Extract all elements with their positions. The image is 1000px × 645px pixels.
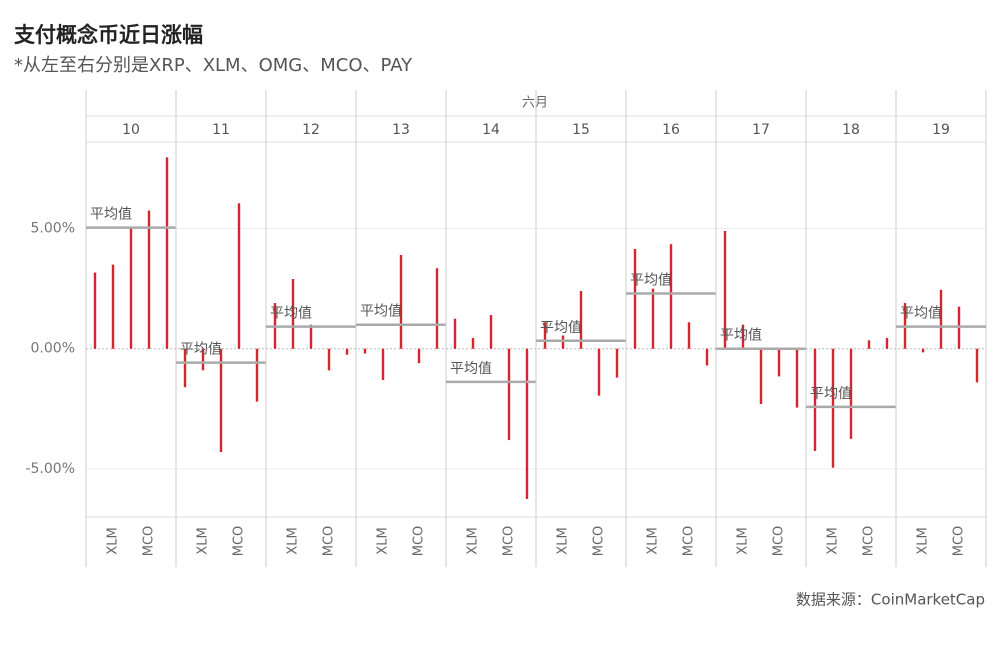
x-tick-label: MCO — [322, 526, 337, 557]
bar — [219, 348, 223, 453]
x-tick-label: XLM — [286, 527, 301, 554]
x-tick-label: MCO — [142, 526, 157, 557]
x-tick-label: MCO — [412, 526, 427, 557]
bar — [327, 348, 331, 371]
facet-group-label: 六月 — [522, 96, 548, 111]
bar — [687, 322, 691, 349]
bar — [705, 348, 709, 366]
x-tick-label: MCO — [772, 526, 787, 557]
chart-title: 支付概念币近日涨幅 — [14, 23, 203, 47]
facet-label: 12 — [302, 122, 320, 138]
bar — [237, 203, 241, 349]
x-tick-label: MCO — [682, 526, 697, 557]
bar — [417, 348, 421, 364]
bar — [399, 254, 403, 349]
bar — [777, 348, 781, 377]
bar — [345, 348, 349, 355]
x-tick-label: XLM — [376, 527, 391, 554]
bar — [669, 244, 673, 349]
bar — [309, 324, 313, 349]
x-tick-label: XLM — [196, 527, 211, 554]
facet-label: 18 — [842, 122, 860, 138]
facet-label: 15 — [572, 122, 590, 138]
bar — [615, 348, 619, 378]
x-tick-label: MCO — [862, 526, 877, 557]
bar — [831, 348, 835, 468]
y-tick-label: 0.00% — [31, 341, 75, 357]
bar — [759, 348, 763, 405]
x-tick-label: MCO — [232, 526, 247, 557]
bar — [291, 279, 295, 349]
x-tick-label: XLM — [646, 527, 661, 554]
bar — [363, 348, 367, 354]
bar — [939, 289, 943, 349]
y-tick-label: 5.00% — [31, 221, 75, 237]
bar — [723, 230, 727, 349]
x-tick-label: XLM — [736, 527, 751, 554]
bar — [579, 291, 583, 349]
average-label: 平均值 — [900, 306, 942, 322]
bar — [525, 348, 529, 499]
x-tick-label: XLM — [916, 527, 931, 554]
x-tick-label: XLM — [826, 527, 841, 554]
bar — [183, 348, 187, 388]
x-tick-label: MCO — [592, 526, 607, 557]
bar — [255, 348, 259, 402]
bar — [795, 348, 799, 408]
bar — [381, 348, 385, 380]
x-tick-label: XLM — [556, 527, 571, 554]
bar — [813, 348, 817, 451]
bar — [111, 264, 115, 349]
facet-label: 11 — [212, 122, 230, 138]
facet-label: 17 — [752, 122, 770, 138]
facet-label: 14 — [482, 122, 500, 138]
bar — [633, 248, 637, 349]
bar — [147, 210, 151, 349]
facet-label: 16 — [662, 122, 680, 138]
average-label: 平均值 — [810, 386, 852, 402]
y-tick-label: -5.00% — [25, 461, 75, 477]
bar — [543, 322, 547, 349]
x-tick-label: MCO — [952, 526, 967, 557]
x-tick-label: XLM — [466, 527, 481, 554]
bar — [741, 324, 745, 349]
average-label: 平均值 — [450, 361, 492, 377]
average-label: 平均值 — [540, 320, 582, 336]
source-note: 数据来源：CoinMarketCap — [796, 591, 985, 609]
bar — [129, 227, 133, 349]
bar — [471, 337, 475, 349]
bar — [165, 157, 169, 349]
bar — [651, 288, 655, 349]
bar — [849, 348, 853, 439]
bar — [201, 348, 205, 371]
average-label: 平均值 — [630, 272, 672, 288]
average-label: 平均值 — [90, 207, 132, 223]
average-label: 平均值 — [180, 342, 222, 358]
bar — [489, 315, 493, 349]
bar — [867, 340, 871, 349]
x-tick-label: XLM — [106, 527, 121, 554]
bar — [561, 335, 565, 349]
facet-label: 13 — [392, 122, 410, 138]
bar — [453, 318, 457, 349]
x-tick-label: MCO — [502, 526, 517, 557]
facet-label: 19 — [932, 122, 950, 138]
bar — [93, 272, 97, 349]
bar — [597, 348, 601, 396]
chart-subtitle: *从左至右分别是XRP、XLM、OMG、MCO、PAY — [14, 55, 413, 76]
bar — [507, 348, 511, 441]
bar — [885, 337, 889, 349]
bar — [435, 268, 439, 349]
average-label: 平均值 — [720, 328, 762, 344]
average-label: 平均值 — [270, 306, 312, 322]
average-label: 平均值 — [360, 304, 402, 320]
facet-label: 10 — [122, 122, 140, 138]
bar — [921, 348, 925, 353]
bar — [975, 348, 979, 383]
